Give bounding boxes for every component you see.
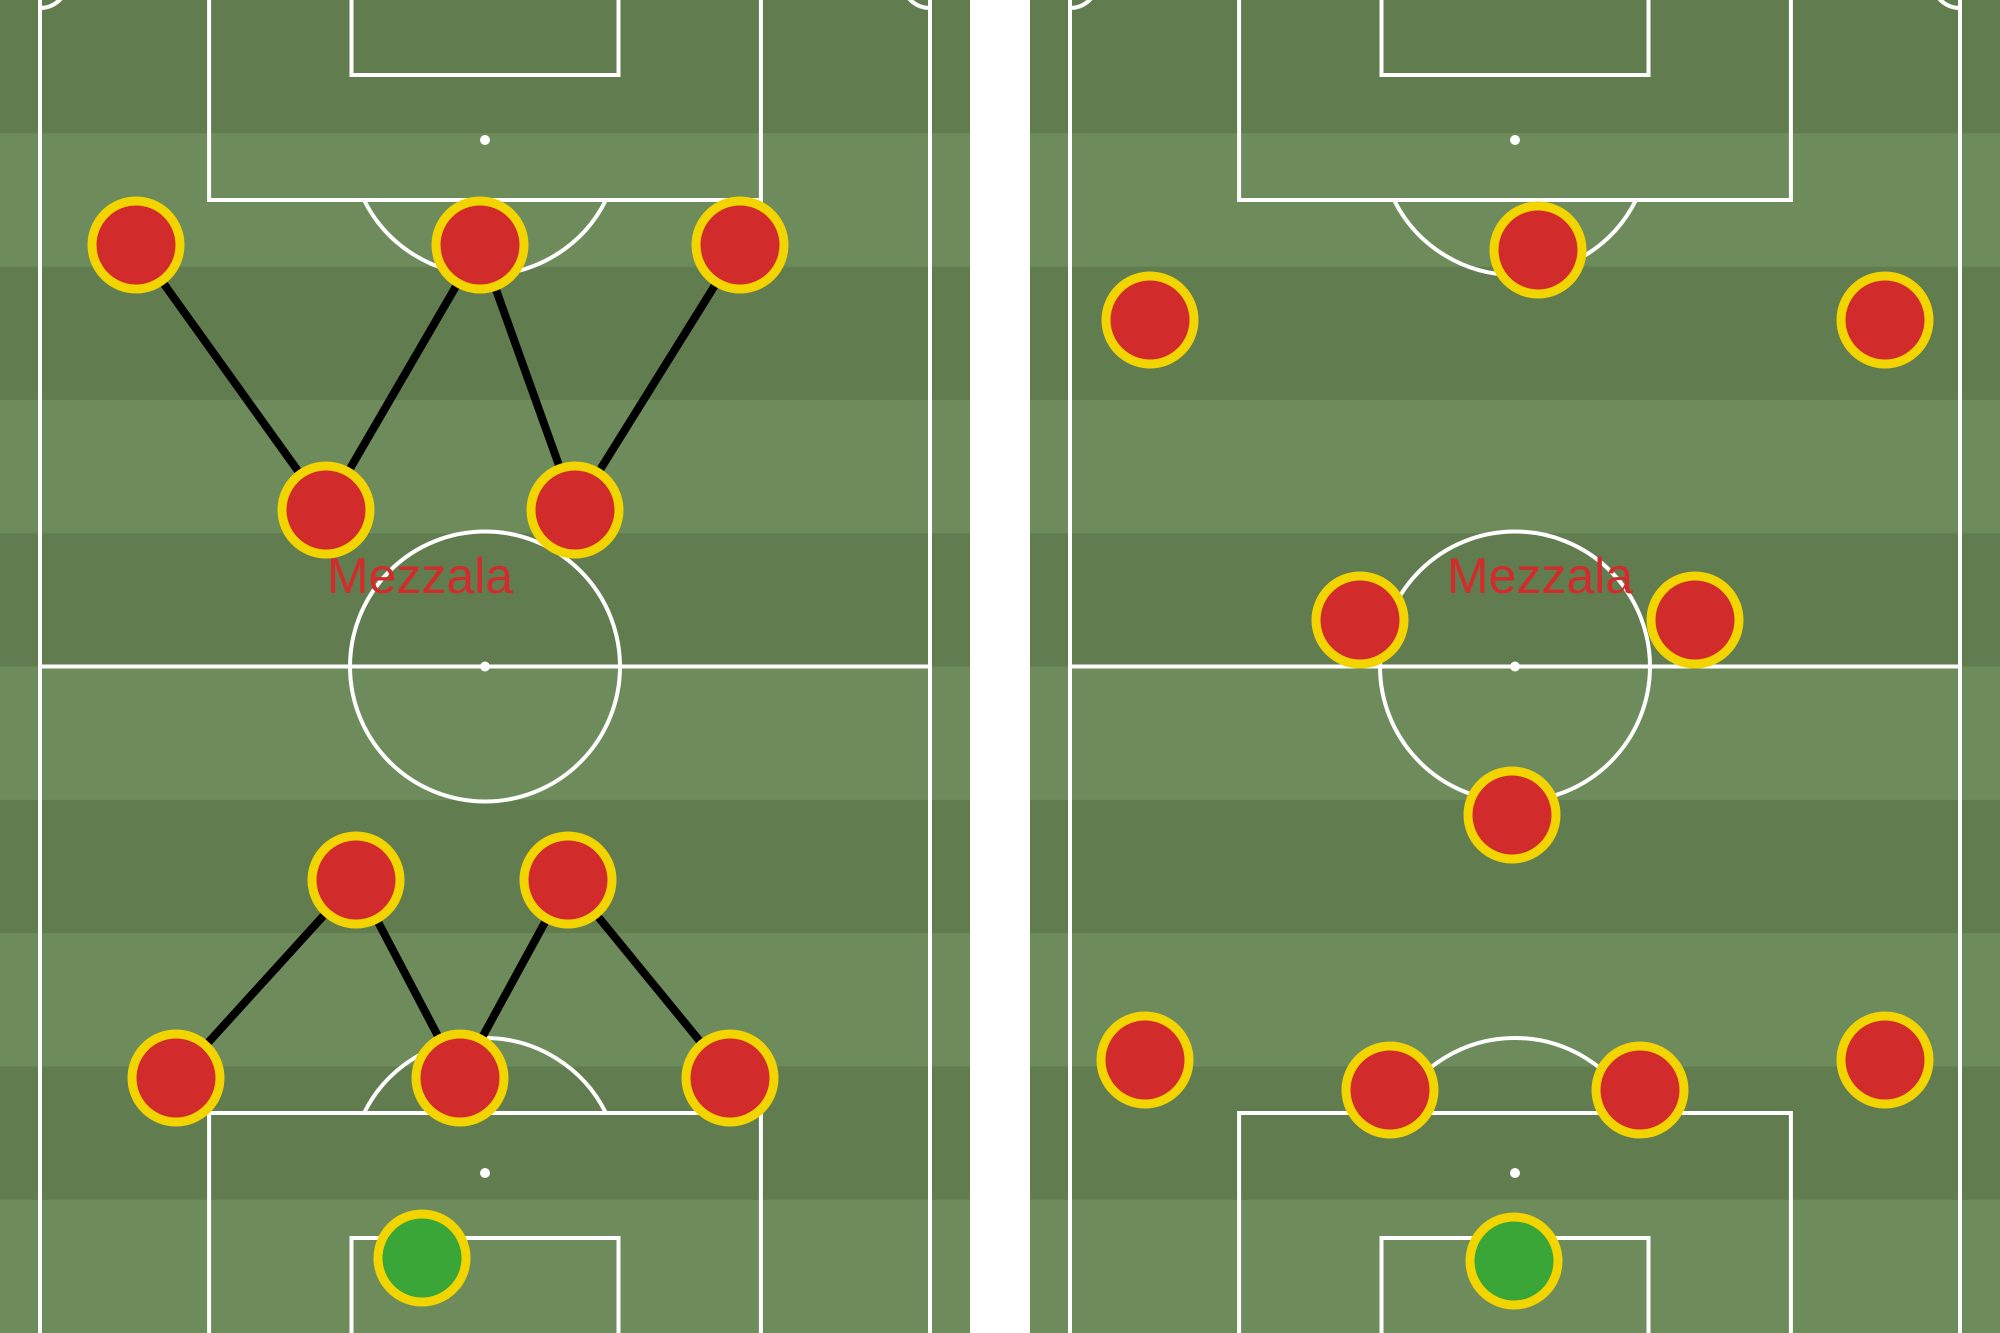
player-marker: [696, 201, 784, 289]
player-marker: [312, 836, 400, 924]
player-marker: [1596, 1046, 1684, 1134]
player-marker: [416, 1034, 504, 1122]
mezzala-label-left: Mezzala: [327, 547, 513, 605]
player-marker: [1841, 1016, 1929, 1104]
player-marker: [436, 201, 524, 289]
formation-wrapper: Mezzala Mezzala: [0, 0, 2000, 1333]
player-marker: [1468, 771, 1556, 859]
player-marker: [132, 1034, 220, 1122]
player-marker: [531, 466, 619, 554]
player-marker: [1841, 276, 1929, 364]
goalkeeper-marker: [378, 1214, 466, 1302]
player-marker: [1316, 576, 1404, 664]
mezzala-label-right: Mezzala: [1447, 547, 1633, 605]
pitch-left: Mezzala: [0, 0, 970, 1333]
player-marker: [1494, 206, 1582, 294]
player-marker: [1346, 1046, 1434, 1134]
player-marker: [1101, 1016, 1189, 1104]
pitch-right: Mezzala: [1030, 0, 2000, 1333]
player-marker: [282, 466, 370, 554]
goalkeeper-marker: [1470, 1217, 1558, 1305]
player-marker: [686, 1034, 774, 1122]
player-marker: [1106, 276, 1194, 364]
player-marker: [1651, 576, 1739, 664]
player-marker: [524, 836, 612, 924]
player-marker: [92, 201, 180, 289]
